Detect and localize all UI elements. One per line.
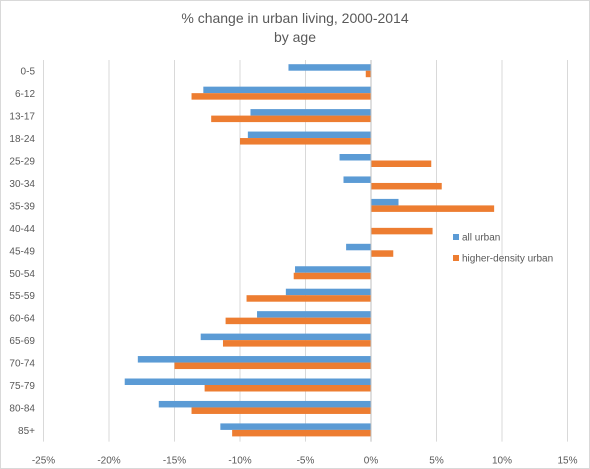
bar-all-urban [343,176,371,183]
y-tick-label: 85+ [18,426,35,437]
legend-swatch [453,255,459,261]
x-tick-label: -5% [297,456,315,467]
bar-higher-density-urban [371,250,394,257]
y-tick-label: 75-79 [9,381,35,392]
bar-higher-density-urban [222,340,371,347]
bar-higher-density-urban [211,115,371,123]
bar-higher-density-urban [371,160,432,167]
y-tick-label: 45-49 [9,246,35,257]
y-tick-label: 18-24 [9,134,35,145]
bar-higher-density-urban [232,429,371,437]
y-tick-label: 70-74 [9,359,35,370]
bar-all-urban [203,86,371,94]
bar-higher-density-urban [371,227,433,235]
bar-all-urban [346,243,371,251]
y-tick-label: 35-39 [9,201,35,212]
bar-higher-density-urban [191,407,371,414]
bar-all-urban [257,311,371,318]
y-tick-label: 30-34 [9,179,35,190]
x-tick-label: -25% [32,456,55,467]
legend-label: all urban [462,233,500,244]
x-tick-label: 10% [492,456,512,467]
bar-higher-density-urban [174,362,371,370]
bar-all-urban [295,266,371,273]
y-tick-label: 6-12 [15,89,35,100]
y-tick-label: 80-84 [9,403,35,414]
chart-title-block: % change in urban living, 2000-2014 by a… [0,9,590,47]
y-tick-label: 25-29 [9,157,35,168]
bar-layer [124,64,495,437]
y-tick-label: 60-64 [9,314,35,325]
bar-all-urban [371,198,399,206]
x-tick-label: 15% [557,456,577,467]
bar-higher-density-urban [371,205,495,212]
bar-all-urban [250,109,371,116]
bar-higher-density-urban [204,385,371,392]
y-tick-label: 0-5 [21,67,36,78]
bar-higher-density-urban [240,138,371,145]
bar-higher-density-urban [293,272,371,280]
legend: all urban higher-density urban [453,233,553,265]
x-tick-label: -15% [163,456,186,467]
bar-all-urban [288,64,371,71]
bar-all-urban [137,356,371,363]
x-tick-label: 5% [429,456,444,467]
bar-higher-density-urban [371,182,442,190]
x-tick-label: -10% [228,456,251,467]
legend-label: higher-density urban [462,254,553,265]
y-tick-label: 40-44 [9,224,35,235]
bar-all-urban [247,131,371,139]
bar-all-urban [124,378,371,385]
x-tick-label: 0% [364,456,379,467]
bar-all-urban [339,154,371,161]
axis-layer: -25% -20% -15% -10% -5% 0% 5% 10% 15% 0-5 6-12 13-1… [9,60,578,467]
chart-title: % change in urban living, 2000-2014 [181,10,409,26]
bar-higher-density-urban [246,295,371,302]
y-tick-label: 65-69 [9,336,35,347]
bar-higher-density-urban [365,70,371,78]
y-tick-label: 13-17 [9,112,35,123]
bar-higher-density-urban [191,93,371,100]
legend-swatch [453,234,459,240]
bar-all-urban [200,333,371,341]
bar-all-urban [285,288,371,296]
chart-subtitle: by age [273,29,317,45]
bar-higher-density-urban [225,317,371,325]
bar-all-urban [158,400,371,408]
bar-all-urban [220,423,371,430]
x-tick-label: -20% [97,456,120,467]
y-tick-label: 50-54 [9,269,35,280]
y-tick-label: 55-59 [9,291,35,302]
